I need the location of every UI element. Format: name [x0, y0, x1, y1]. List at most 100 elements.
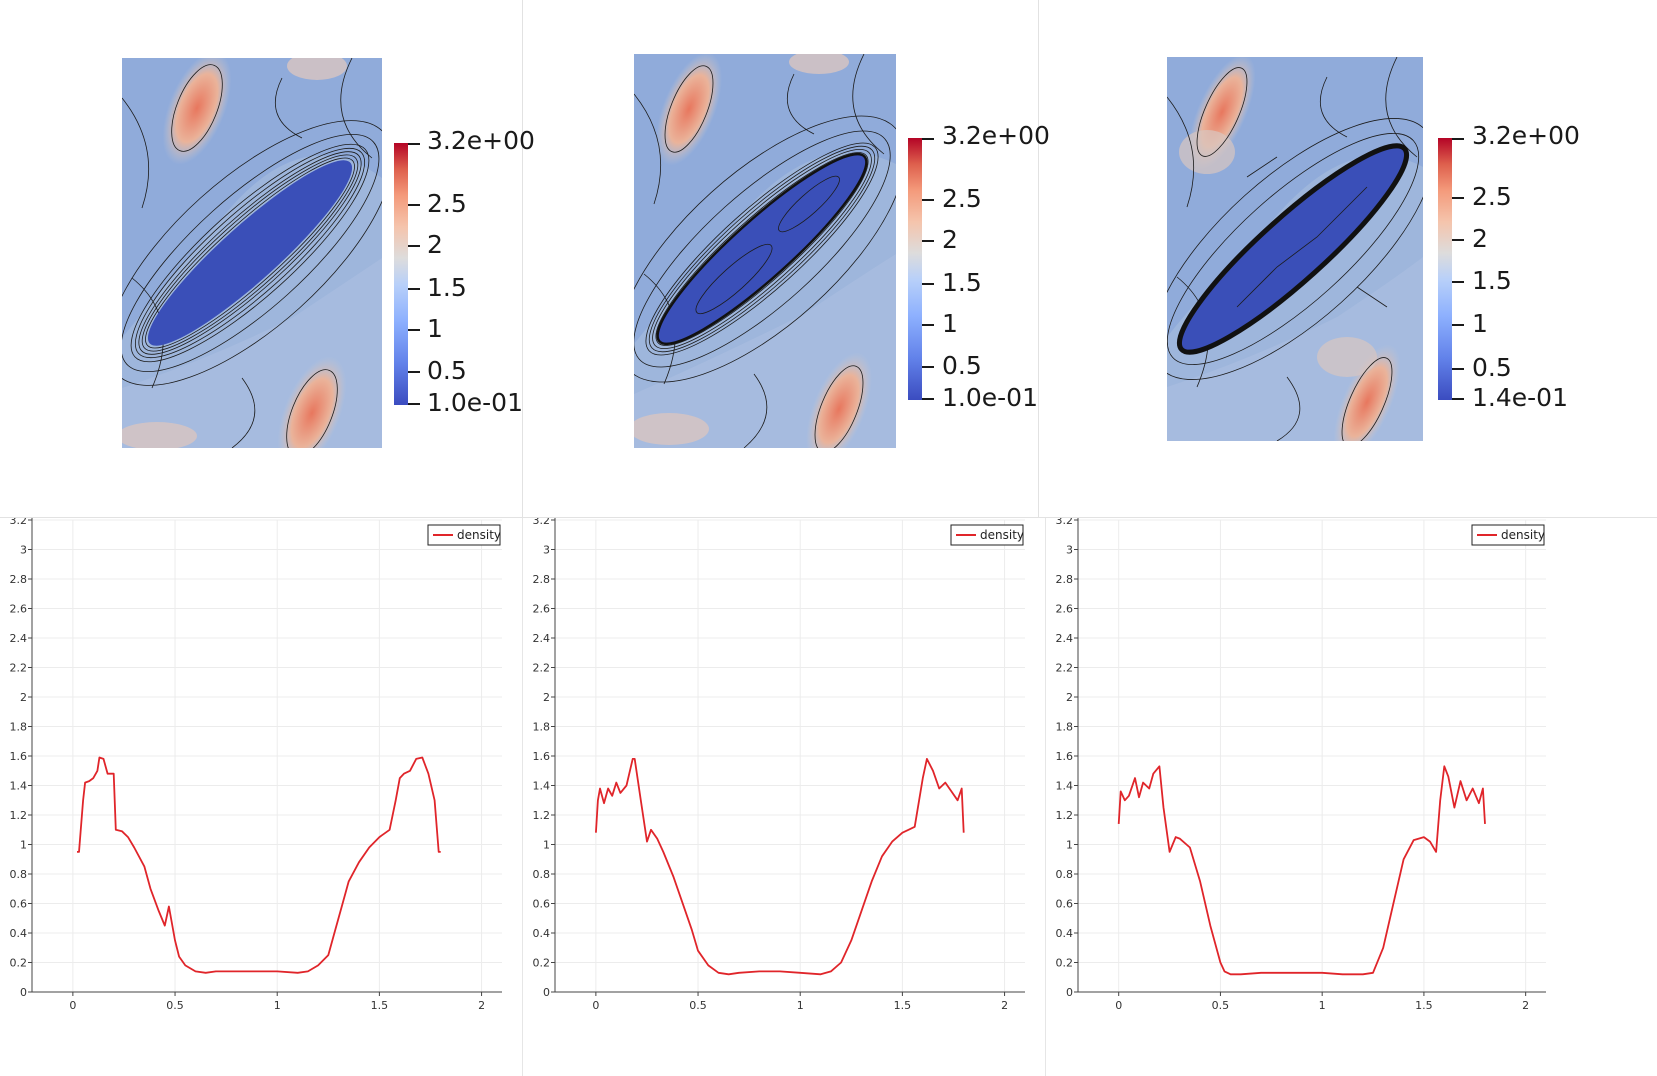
panel-divider	[522, 0, 523, 518]
legend-box	[427, 524, 501, 546]
colorbar-min-label: 1.0e-01	[942, 383, 1038, 412]
y-tick-label: 2	[543, 691, 550, 704]
colorbar-tick	[408, 143, 420, 145]
y-tick-label: 2.4	[533, 632, 551, 645]
legend-box	[1471, 524, 1545, 546]
colorbar-tick-label: 1.5	[427, 273, 467, 302]
x-tick-label: 1.5	[1415, 999, 1433, 1012]
y-tick-label: 2.4	[1056, 632, 1074, 645]
y-tick-label: 1	[20, 839, 27, 852]
y-tick-label: 2.8	[1056, 573, 1074, 586]
y-tick-label: 0.6	[533, 898, 551, 911]
y-tick-label: 0.2	[533, 957, 551, 970]
colorbar-tick-label: 1	[1472, 309, 1488, 338]
colorbar-tick-label: 0.5	[942, 351, 982, 380]
colorbar-tick-label: 1	[427, 314, 443, 343]
x-tick-label: 1.5	[894, 999, 912, 1012]
y-tick-label: 1.8	[533, 721, 551, 734]
colorbar-tick-label: 2	[427, 230, 443, 259]
y-tick-label: 2.6	[1056, 603, 1074, 616]
series-line-density	[77, 756, 441, 974]
colorbar-max-label: 3.2e+00	[1472, 121, 1580, 150]
y-tick-label: 2.2	[1056, 662, 1074, 675]
legend-label: density	[1501, 528, 1545, 542]
y-tick-label: 0.4	[1056, 927, 1074, 940]
colorbar-tick	[922, 138, 934, 140]
y-tick-label: 0.2	[10, 957, 28, 970]
x-tick-label: 2	[1001, 999, 1008, 1012]
y-tick-label: 0	[543, 986, 550, 999]
x-tick-label: 0.5	[166, 999, 184, 1012]
colorbar-tick	[1452, 368, 1464, 370]
colorbar-tick-label: 1.5	[1472, 266, 1512, 295]
colorbar-tick-label: 0.5	[427, 356, 467, 385]
colorbar-tick-label: 2.5	[942, 184, 982, 213]
colorbar-tick	[408, 204, 420, 206]
y-tick-label: 2.6	[10, 603, 28, 616]
colorbar-tick-label: 1.5	[942, 268, 982, 297]
y-tick-label: 1.4	[533, 780, 551, 793]
colorbar-tick	[1452, 281, 1464, 283]
legend-label: density	[980, 528, 1024, 542]
density-line-plot-1[interactable]: 0 0.2 0.4 0.6 0.8 1 1.2 1.4 1.6 1.8 2 2.2 2.4 2.6 2.8 3…	[0, 518, 522, 1076]
panel-divider	[1038, 0, 1039, 518]
colorbar	[1438, 138, 1452, 400]
colorbar-max-label: 3.2e+00	[427, 126, 535, 155]
colorbar-tick	[922, 240, 934, 242]
colorbar	[394, 143, 408, 405]
colorbar-tick	[408, 403, 420, 405]
y-tick-label: 0.2	[1056, 957, 1074, 970]
colorbar-tick	[922, 324, 934, 326]
y-tick-label: 1.4	[10, 780, 28, 793]
y-tick-label: 0	[1066, 986, 1073, 999]
y-tick-label: 2.8	[10, 573, 28, 586]
y-tick-label: 2.2	[10, 662, 28, 675]
colorbar-tick	[408, 329, 420, 331]
colorbar-tick	[408, 371, 420, 373]
y-tick-label: 1.2	[10, 809, 28, 822]
series-line-density	[595, 758, 965, 976]
y-tick-label: 0.4	[533, 927, 551, 940]
y-tick-label: 1	[1066, 839, 1073, 852]
y-tick-label: 2.6	[533, 603, 551, 616]
x-tick-label: 0.5	[1212, 999, 1230, 1012]
x-tick-label: 0	[1115, 999, 1122, 1012]
y-tick-label: 2.4	[10, 632, 28, 645]
y-tick-label: 3.2	[533, 518, 551, 527]
density-line-plot-2[interactable]: 0 0.2 0.4 0.6 0.8 1 1.2 1.4 1.6 1.8 2 2.2 2.4 2.6 2.8 3…	[523, 518, 1045, 1076]
density-line-plot-3[interactable]: 0 0.2 0.4 0.6 0.8 1 1.2 1.4 1.6 1.8 2 2.2 2.4 2.6 2.8 3…	[1046, 518, 1657, 1076]
density-field-image	[634, 54, 896, 448]
y-tick-label: 3.2	[1056, 518, 1074, 527]
colorbar-tick	[1452, 398, 1464, 400]
y-tick-label: 0.8	[10, 868, 28, 881]
y-tick-label: 1.2	[533, 809, 551, 822]
y-tick-label: 3.2	[10, 518, 28, 527]
y-tick-label: 0.4	[10, 927, 28, 940]
colorbar-tick	[922, 398, 934, 400]
colorbar-tick	[922, 199, 934, 201]
colorbar-tick-label: 1	[942, 309, 958, 338]
series-line-density	[1117, 765, 1486, 976]
y-tick-label: 1.6	[1056, 750, 1074, 763]
x-tick-label: 1	[274, 999, 281, 1012]
legend-label: density	[457, 528, 501, 542]
y-tick-label: 0.8	[1056, 868, 1074, 881]
density-field-image	[1167, 57, 1423, 441]
y-tick-label: 1.8	[10, 721, 28, 734]
colorbar	[908, 138, 922, 400]
x-tick-label: 2	[478, 999, 485, 1012]
colorbar-tick-label: 0.5	[1472, 353, 1512, 382]
y-tick-label: 3	[1066, 544, 1073, 557]
colorbar-min-label: 1.4e-01	[1472, 383, 1568, 412]
x-tick-label: 2	[1522, 999, 1529, 1012]
y-tick-label: 1.8	[1056, 721, 1074, 734]
colorbar-tick	[408, 288, 420, 290]
y-tick-label: 0.6	[1056, 898, 1074, 911]
panel-divider	[1045, 518, 1046, 1076]
y-tick-label: 3	[543, 544, 550, 557]
y-tick-label: 2	[1066, 691, 1073, 704]
y-tick-label: 2	[20, 691, 27, 704]
colorbar-tick	[1452, 324, 1464, 326]
colorbar-max-label: 3.2e+00	[942, 121, 1050, 150]
y-tick-label: 0.8	[533, 868, 551, 881]
